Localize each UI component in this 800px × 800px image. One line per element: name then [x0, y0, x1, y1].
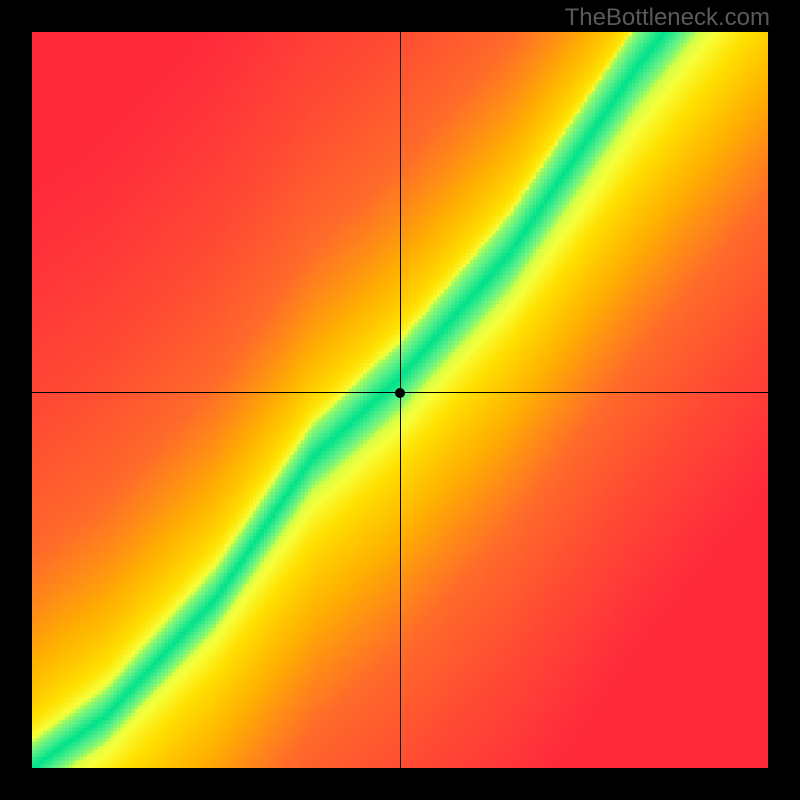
- chart-container: TheBottleneck.com: [0, 0, 800, 800]
- crosshair-vertical: [400, 32, 401, 768]
- data-point-marker: [395, 388, 405, 398]
- watermark-text: TheBottleneck.com: [565, 4, 770, 32]
